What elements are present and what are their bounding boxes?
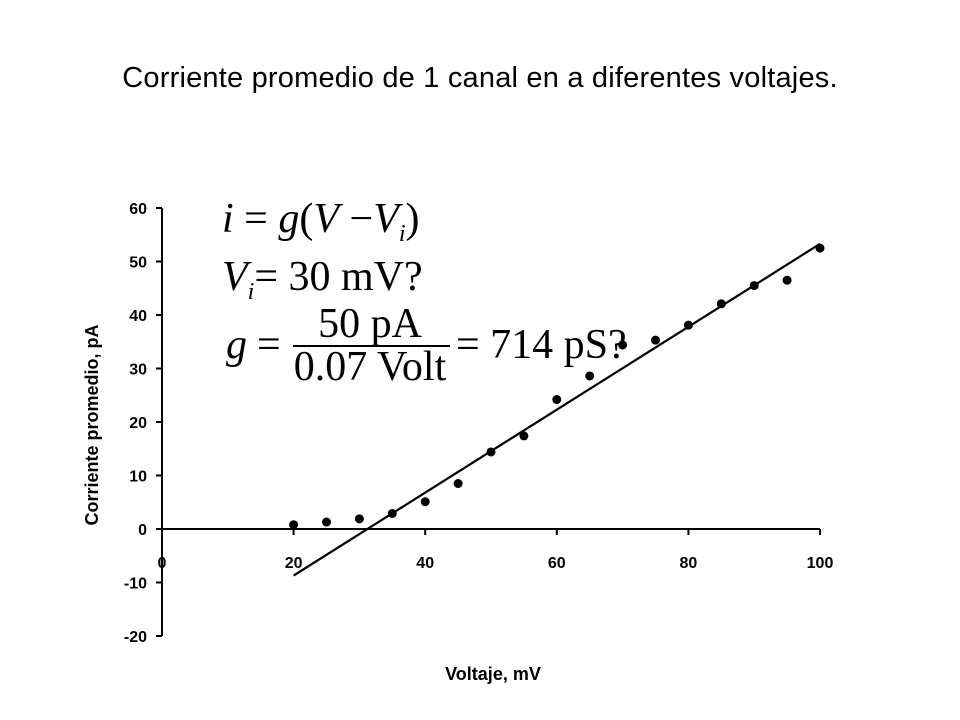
data-point: [322, 517, 331, 527]
x-tick-label: 0: [158, 555, 167, 572]
data-point: [387, 508, 397, 518]
fit-line-layer: [293, 242, 821, 577]
data-point: [420, 497, 430, 507]
y-tick-label: 0: [138, 522, 147, 539]
eq-numerator: 50 pA: [318, 301, 423, 347]
data-point: [782, 275, 792, 285]
y-tick-label: 30: [129, 362, 147, 379]
eq-denominator: 0.07 Volt: [294, 344, 447, 390]
y-tick-label: 10: [129, 469, 147, 486]
data-point: [486, 447, 496, 457]
data-point: [354, 514, 364, 524]
data-point: [585, 371, 595, 381]
y-tick-label: 20: [129, 415, 147, 432]
x-tick-label: 20: [285, 555, 303, 572]
y-tick-label: -20: [124, 629, 147, 646]
y-tick-label: -10: [124, 576, 147, 593]
data-points-layer: [289, 243, 825, 530]
data-point: [651, 335, 660, 345]
y-tick-label: 50: [129, 255, 147, 272]
x-tick-label: 60: [548, 555, 566, 572]
data-point: [815, 243, 825, 253]
eq-equals: =: [257, 322, 281, 368]
y-tick-label: 60: [129, 201, 147, 218]
equation-conductance: g = 50 pA 0.07 Volt = 714 pS?: [226, 301, 627, 390]
x-tick-label: 100: [807, 555, 834, 572]
y-tick-label: 40: [129, 308, 147, 325]
eq-result: = 714 pS?: [456, 322, 627, 368]
equation-current: i = g(V −Vi): [222, 196, 420, 247]
x-tick-label: 80: [680, 555, 698, 572]
data-point: [749, 281, 759, 291]
slide-title: Corriente promedio de 1 canal en a difer…: [122, 62, 838, 94]
data-point: [453, 479, 463, 489]
data-point: [552, 395, 562, 405]
x-axis-title: Voltaje, mV: [445, 664, 541, 684]
y-axis-title: Corriente promedio, pA: [82, 324, 102, 525]
data-point: [683, 320, 693, 330]
axes: -20 -10 0 10 20 30 40 50 60 0 20 40 60 80 100: [124, 201, 834, 646]
x-tick-label: 40: [416, 555, 434, 572]
eq-g: g: [226, 322, 247, 368]
data-point: [618, 340, 628, 350]
fit-line: [293, 242, 821, 577]
data-point: [716, 299, 726, 309]
data-point: [519, 431, 529, 441]
equation-reversal: Vi= 30 mV?: [222, 254, 423, 305]
data-point: [289, 520, 299, 530]
equation-block: i = g(V −Vi) Vi= 30 mV? g = 50 pA 0.07 V…: [222, 196, 627, 390]
